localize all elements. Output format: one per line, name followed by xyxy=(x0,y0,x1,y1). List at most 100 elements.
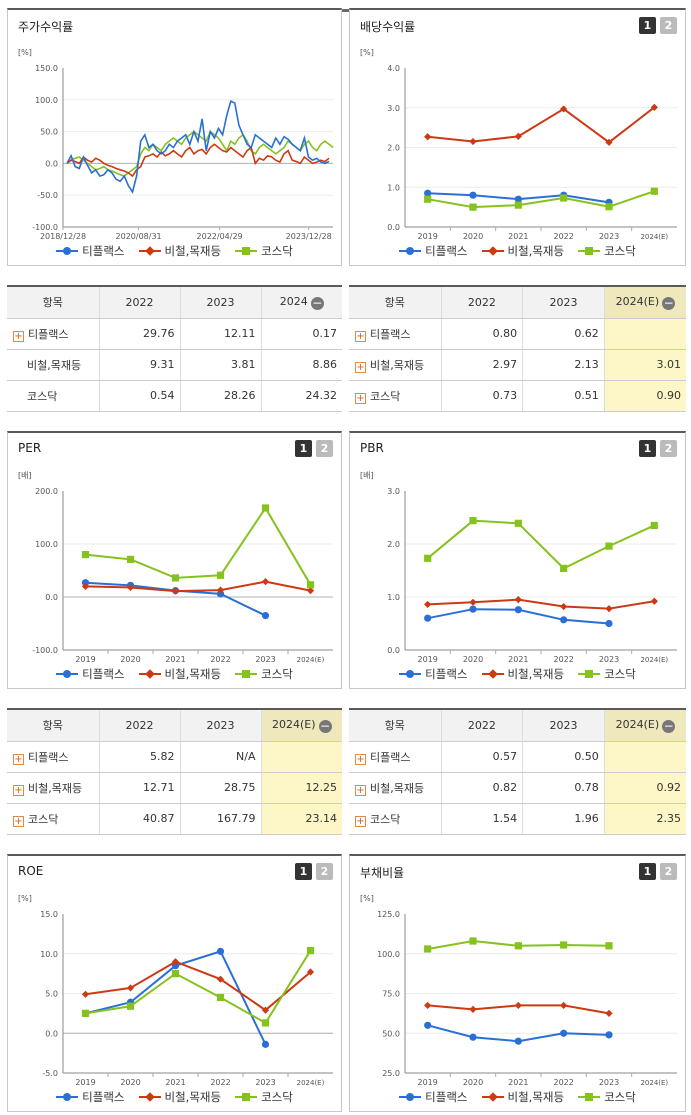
view-2-button[interactable]: 2 xyxy=(660,17,677,34)
data-point[interactable] xyxy=(81,551,90,559)
legend-item[interactable]: 코스닥 xyxy=(235,243,293,259)
data-point[interactable] xyxy=(424,945,432,953)
data-point[interactable] xyxy=(81,582,90,590)
data-point[interactable] xyxy=(424,189,432,197)
expand-icon[interactable]: + xyxy=(355,784,366,796)
data-point[interactable] xyxy=(306,581,315,589)
view-2-button[interactable]: 2 xyxy=(660,863,677,880)
collapse-icon[interactable]: − xyxy=(318,718,332,733)
data-point[interactable] xyxy=(514,942,522,950)
legend-item[interactable]: 티플랙스 xyxy=(399,1089,468,1105)
data-point[interactable] xyxy=(126,1002,135,1010)
expand-icon[interactable]: + xyxy=(13,753,24,765)
legend-item[interactable]: 코스닥 xyxy=(578,666,636,682)
expand-icon[interactable]: + xyxy=(13,815,24,827)
data-point[interactable] xyxy=(424,600,432,609)
legend-item[interactable]: 티플랙스 xyxy=(56,1089,125,1105)
data-point[interactable] xyxy=(605,605,613,613)
view-1-button[interactable]: 1 xyxy=(295,863,312,880)
data-point[interactable] xyxy=(126,984,135,992)
legend-item[interactable]: 코스닥 xyxy=(578,1089,636,1105)
data-point[interactable] xyxy=(216,993,225,1002)
data-point[interactable] xyxy=(261,504,270,512)
data-point[interactable] xyxy=(560,616,568,624)
view-2-button[interactable]: 2 xyxy=(316,440,333,457)
legend-item[interactable]: 티플랙스 xyxy=(56,666,125,682)
data-point[interactable] xyxy=(560,1029,568,1037)
legend-item[interactable]: 비철,목재등 xyxy=(138,243,221,259)
data-point[interactable] xyxy=(171,574,180,582)
data-point[interactable] xyxy=(469,1033,477,1041)
expand-icon[interactable]: + xyxy=(355,753,366,765)
data-point[interactable] xyxy=(216,590,225,598)
data-point[interactable] xyxy=(469,598,477,606)
data-point[interactable] xyxy=(605,203,613,211)
data-point[interactable] xyxy=(605,1031,613,1039)
data-point[interactable] xyxy=(560,194,568,202)
data-point[interactable] xyxy=(171,970,180,978)
data-point[interactable] xyxy=(126,555,135,563)
expand-icon[interactable]: + xyxy=(13,784,24,796)
data-point[interactable] xyxy=(261,611,270,620)
data-point[interactable] xyxy=(261,1040,270,1048)
data-point[interactable] xyxy=(469,605,477,613)
data-point[interactable] xyxy=(560,1001,568,1010)
data-point[interactable] xyxy=(261,578,270,586)
data-point[interactable] xyxy=(650,521,658,530)
legend-item[interactable]: 비철,목재등 xyxy=(481,666,564,682)
data-point[interactable] xyxy=(261,1019,270,1027)
expand-icon[interactable]: + xyxy=(355,361,366,373)
data-point[interactable] xyxy=(171,958,180,966)
data-point[interactable] xyxy=(424,1001,432,1010)
view-2-button[interactable]: 2 xyxy=(660,440,677,457)
expand-icon[interactable]: + xyxy=(355,392,366,404)
legend-item[interactable]: 코스닥 xyxy=(235,666,293,682)
legend-item[interactable]: 비철,목재등 xyxy=(138,1089,221,1105)
view-1-button[interactable]: 1 xyxy=(639,863,656,880)
data-point[interactable] xyxy=(424,133,432,141)
data-point[interactable] xyxy=(81,1009,90,1017)
legend-item[interactable]: 비철,목재등 xyxy=(481,243,564,259)
data-point[interactable] xyxy=(216,975,225,983)
data-point[interactable] xyxy=(650,187,658,195)
data-point[interactable] xyxy=(81,579,90,587)
expand-icon[interactable]: + xyxy=(355,330,366,342)
data-point[interactable] xyxy=(605,138,613,146)
data-point[interactable] xyxy=(514,606,522,614)
view-1-button[interactable]: 1 xyxy=(295,440,312,457)
data-point[interactable] xyxy=(560,602,568,611)
view-1-button[interactable]: 1 xyxy=(639,440,656,457)
data-point[interactable] xyxy=(81,990,90,998)
legend-item[interactable]: 코스닥 xyxy=(578,243,636,259)
expand-icon[interactable]: + xyxy=(355,815,366,827)
data-point[interactable] xyxy=(216,586,225,594)
data-point[interactable] xyxy=(650,103,658,111)
data-point[interactable] xyxy=(216,571,225,579)
collapse-icon[interactable]: − xyxy=(662,295,676,310)
data-point[interactable] xyxy=(216,947,225,955)
data-point[interactable] xyxy=(605,1009,613,1017)
view-1-button[interactable]: 1 xyxy=(639,17,656,34)
data-point[interactable] xyxy=(514,195,522,203)
legend-item[interactable]: 코스닥 xyxy=(235,1089,293,1105)
data-point[interactable] xyxy=(469,517,477,525)
data-point[interactable] xyxy=(469,137,477,146)
data-point[interactable] xyxy=(469,937,477,945)
data-point[interactable] xyxy=(514,519,522,527)
legend-item[interactable]: 비철,목재등 xyxy=(481,1089,564,1105)
legend-item[interactable]: 티플랙스 xyxy=(399,666,468,682)
data-point[interactable] xyxy=(650,597,658,605)
data-point[interactable] xyxy=(469,1005,477,1013)
data-point[interactable] xyxy=(605,542,613,550)
data-point[interactable] xyxy=(469,191,477,199)
data-point[interactable] xyxy=(424,195,432,203)
data-point[interactable] xyxy=(424,614,432,622)
collapse-icon[interactable]: − xyxy=(310,295,324,310)
view-2-button[interactable]: 2 xyxy=(316,863,333,880)
data-point[interactable] xyxy=(424,554,432,562)
collapse-icon[interactable]: − xyxy=(662,718,676,733)
data-point[interactable] xyxy=(514,1001,522,1010)
data-point[interactable] xyxy=(560,564,568,572)
legend-item[interactable]: 티플랙스 xyxy=(56,243,125,259)
legend-item[interactable]: 티플랙스 xyxy=(399,243,468,259)
